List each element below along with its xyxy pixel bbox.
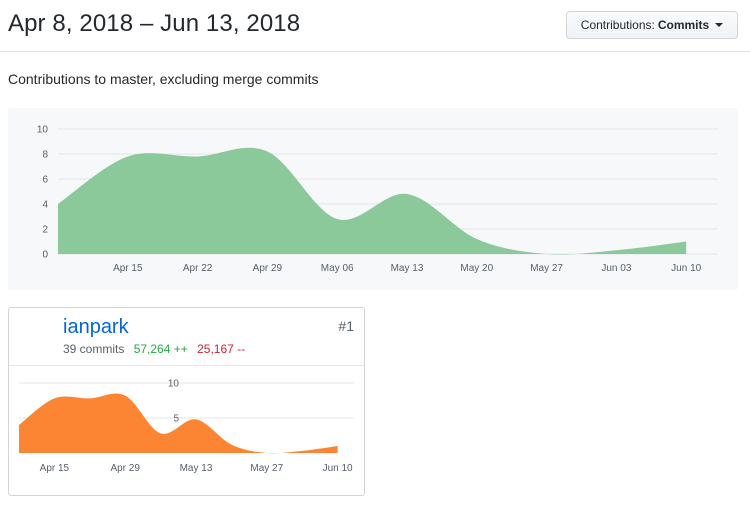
date-range-title: Apr 8, 2018 – Jun 13, 2018 (8, 10, 301, 37)
series-area[interactable] (58, 147, 687, 255)
y-tick-label: 2 (42, 225, 48, 236)
contributions-label: Contributions: (580, 18, 655, 32)
y-tick-label: 4 (42, 200, 48, 211)
series-area[interactable] (19, 393, 338, 454)
x-tick-label: May 27 (530, 263, 563, 274)
x-tick-label: Apr 15 (40, 463, 70, 474)
additions-count: 57,264 ++ (133, 342, 188, 356)
x-tick-label: May 27 (250, 463, 283, 474)
contributor-stats: 39 commits 57,264 ++ 25,167 -- (63, 342, 245, 356)
page-header: Apr 8, 2018 – Jun 13, 2018 Contributions… (0, 0, 750, 52)
x-tick-label: Jun 10 (323, 463, 353, 474)
mountain-landscape-avatar-icon[interactable] (17, 317, 55, 355)
caret-down-icon (715, 23, 724, 27)
contributor-chart-svg: 5 10 Apr 15 Apr 29 May 13 May 27 Jun 10 (19, 379, 354, 474)
commits-overview-chart[interactable]: 0 2 4 6 8 10 Apr 15 Apr 22 Apr 29 May 06 May 13 May… (8, 108, 738, 290)
contributor-rank: #1 (338, 318, 354, 334)
contributor-card: ianpark #1 39 commits 57,264 ++ 25,167 -… (8, 307, 365, 496)
y-tick-label: 0 (42, 250, 48, 261)
y-tick-label: 10 (37, 125, 49, 136)
x-tick-label: Jun 10 (671, 263, 701, 274)
x-tick-label: Apr 29 (110, 463, 140, 474)
x-tick-label: Jun 03 (601, 263, 631, 274)
x-tick-label: May 13 (391, 263, 424, 274)
contributions-type-dropdown[interactable]: Contributions: Commits (566, 11, 738, 39)
x-tick-label: Apr 15 (113, 263, 143, 274)
x-tick-label: May 20 (460, 263, 493, 274)
y-tick-label: 6 (42, 175, 48, 186)
x-tick-label: May 06 (321, 263, 354, 274)
overview-chart-svg: 0 2 4 6 8 10 Apr 15 Apr 22 Apr 29 May 06 May 13 May… (37, 125, 718, 274)
y-tick-label: 8 (42, 150, 48, 161)
x-tick-label: May 13 (180, 463, 213, 474)
contributions-subtitle: Contributions to master, excluding merge… (8, 71, 319, 87)
x-tick-label: Apr 29 (253, 263, 283, 274)
contributor-card-header: ianpark #1 39 commits 57,264 ++ 25,167 -… (9, 308, 364, 366)
y-tick-label: 10 (168, 379, 180, 390)
contributor-username-link[interactable]: ianpark (63, 316, 129, 338)
commit-count: 39 commits (63, 342, 125, 356)
contributions-value: Commits (657, 18, 710, 32)
x-tick-label: Apr 22 (183, 263, 213, 274)
y-tick-label: 5 (173, 414, 179, 425)
deletions-count: 25,167 -- (197, 342, 246, 356)
